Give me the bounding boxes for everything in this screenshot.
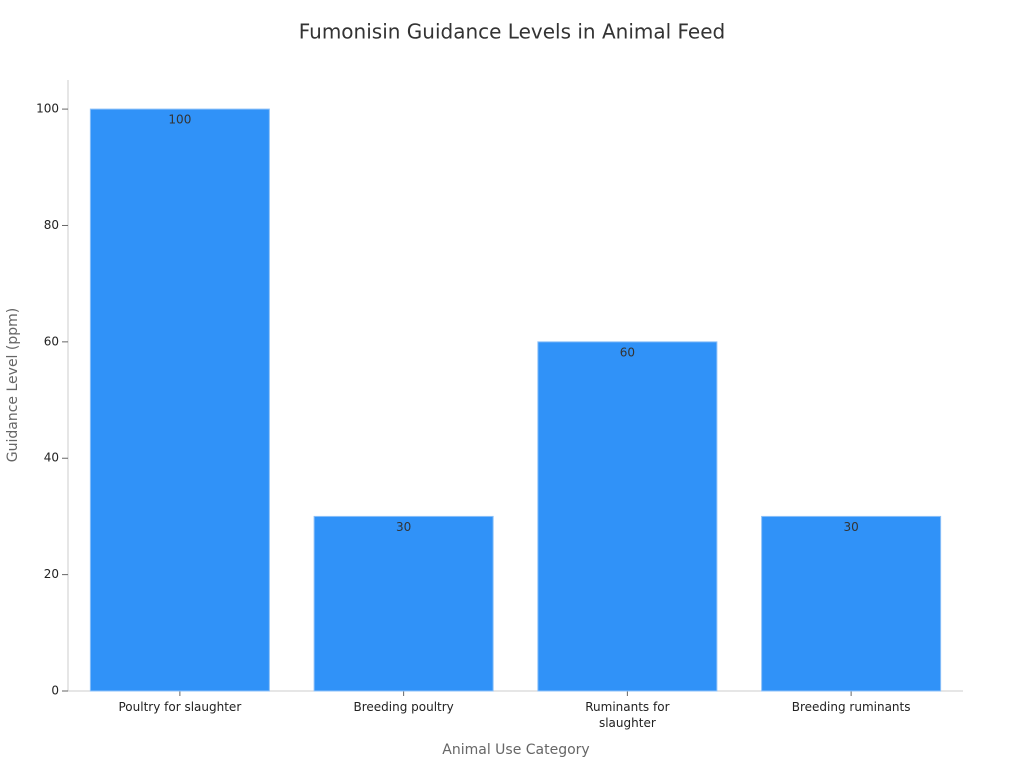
y-tick-label: 40 xyxy=(44,451,59,465)
chart-title: Fumonisin Guidance Levels in Animal Feed xyxy=(299,20,726,44)
bar xyxy=(537,341,718,692)
y-tick-label: 20 xyxy=(44,567,59,581)
y-tick-label: 100 xyxy=(36,102,59,116)
x-tick-label: Breeding ruminants xyxy=(791,700,911,714)
value-label: 30 xyxy=(396,520,411,534)
bar xyxy=(89,108,270,692)
y-tick-label: 0 xyxy=(51,684,59,698)
y-tick-label: 80 xyxy=(44,218,59,232)
value-label: 60 xyxy=(620,345,635,359)
y-axis-label: Guidance Level (ppm) xyxy=(5,308,21,462)
bar xyxy=(761,515,942,692)
x-tick-label: Ruminants for slaughter xyxy=(585,700,670,730)
x-tick-label: Poultry for slaughter xyxy=(118,700,242,714)
value-label: 100 xyxy=(168,113,191,127)
bar xyxy=(313,515,494,692)
y-tick-label: 60 xyxy=(44,334,59,348)
x-tick-label: Breeding poultry xyxy=(353,700,454,714)
x-axis-label: Animal Use Category xyxy=(442,742,589,758)
value-label: 30 xyxy=(843,520,858,534)
